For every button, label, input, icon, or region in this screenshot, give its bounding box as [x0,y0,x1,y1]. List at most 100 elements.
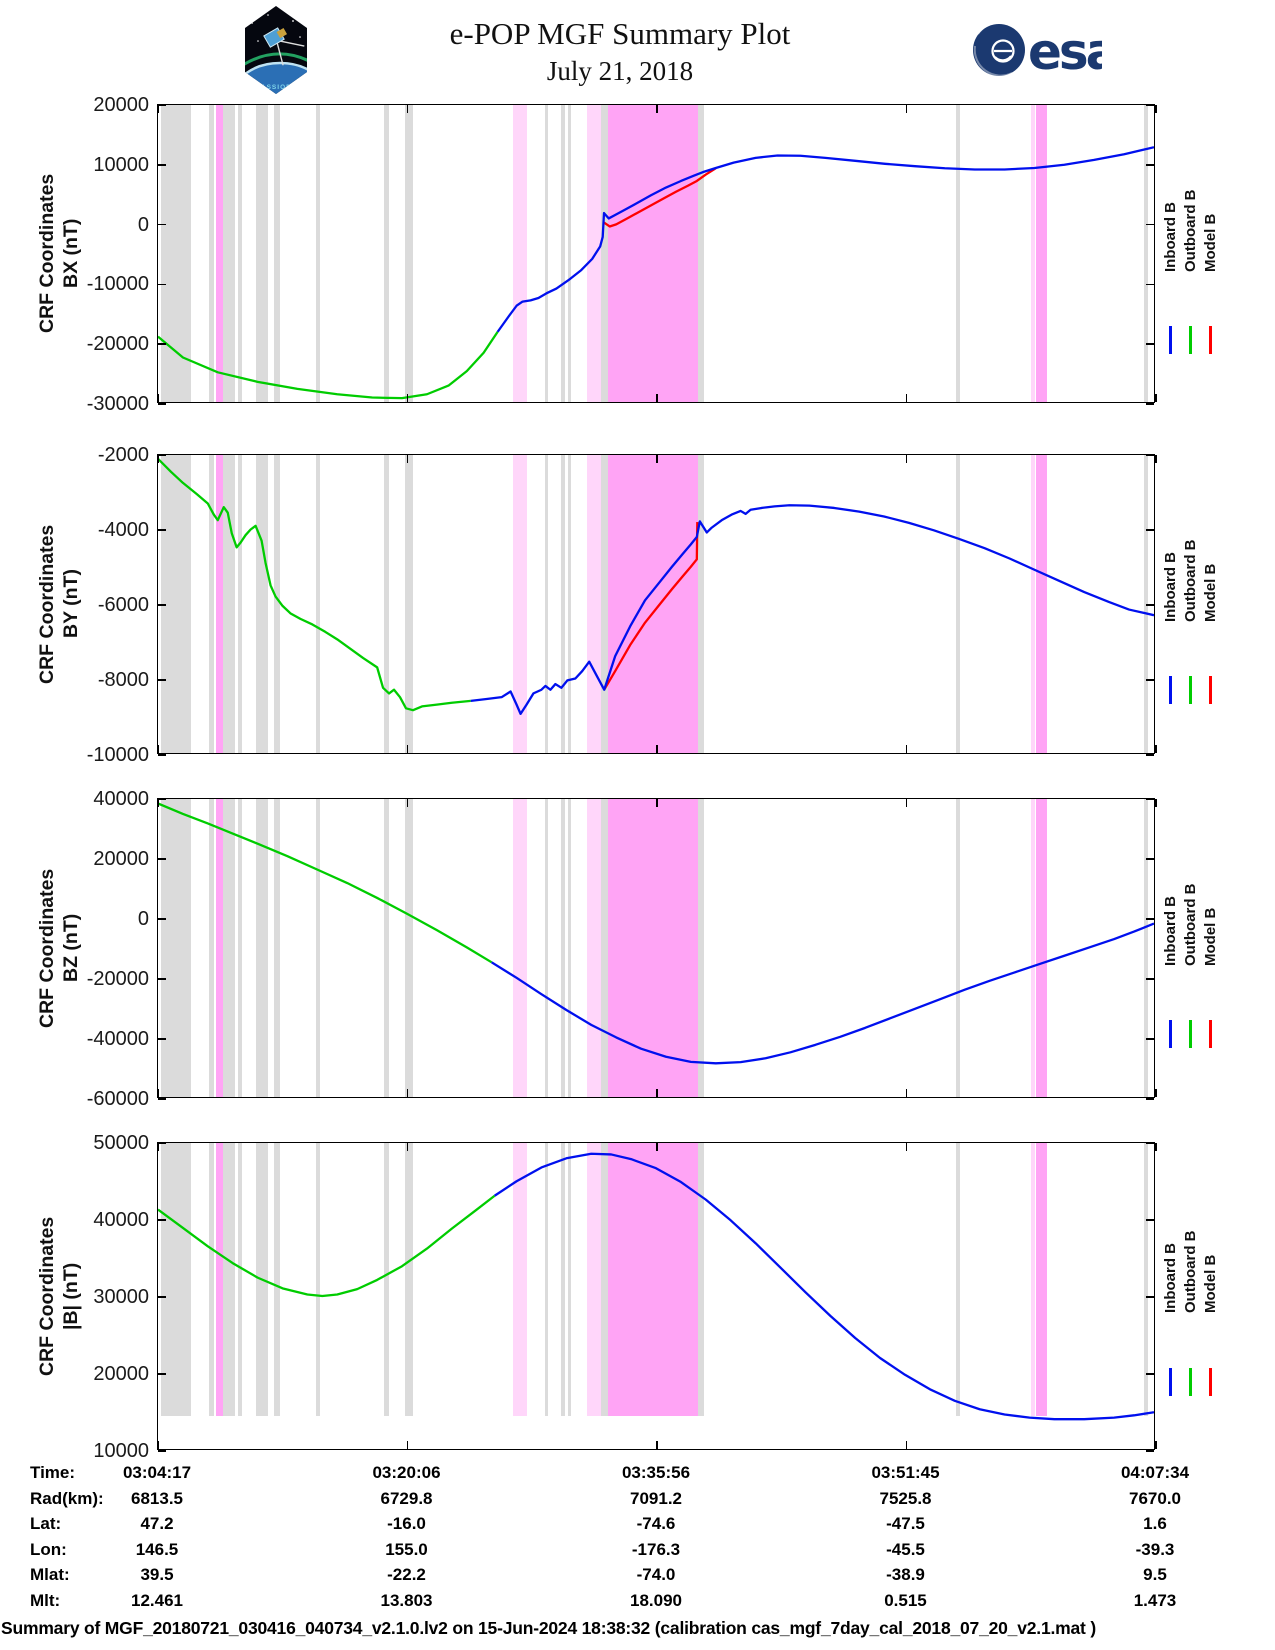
y-tick-mark [1146,918,1154,920]
footer-cell: 12.461 [131,1590,183,1610]
footer-table-row: Mlat: 39.5 -22.2 -74.0 -38.9 9.5 [0,1565,1275,1589]
curve-inboard-bx [496,146,1154,333]
y-tick-label: 40000 [93,788,149,810]
x-tick-mark [1155,1143,1157,1151]
footer-row-label: Lat: [30,1514,62,1533]
curve-inboard-bz [491,922,1154,1065]
y-tick-label: -20000 [86,333,149,356]
x-tick-mark [157,1143,159,1151]
footer-table-row: Time: 03:04:17 03:20:06 03:35:56 03:51:45 04:… [0,1463,1275,1487]
footer-cell: -22.2 [387,1565,426,1584]
page-title: e-POP MGF Summary Plot [449,16,791,51]
legend-by: Inboard B Outboard B Model B [1162,496,1232,704]
footer-cell: 6813.5 [131,1488,183,1508]
x-tick-mark [406,1143,409,1151]
shaded-band-magenta_pale [1031,799,1036,1097]
legend-label-outboard: Outboard B [1182,1230,1199,1314]
footer-cell: -74.0 [636,1565,676,1584]
shaded-band-gray [273,1143,280,1416]
legend-swatch-outboard [1182,676,1199,704]
shaded-band-gray [161,1143,191,1416]
y-tick-mark [1146,1098,1154,1100]
footer-cell: 18.090 [630,1590,682,1610]
curve-model-bx [603,167,717,228]
footer-row-label: Time: [30,1463,76,1482]
curves-bx [158,146,1154,400]
legend-bz: Inboard B Outboard B Model B [1162,840,1232,1048]
x-tick-mark [1155,455,1157,463]
shaded-band-gray [383,455,389,753]
x-tick-mark [406,394,409,402]
y-tick-mark [158,978,166,980]
x-tick-mark [157,394,159,402]
y-tick-mark [1146,1142,1154,1144]
y-tick-mark [1146,1450,1154,1452]
shaded-band-gray [255,799,268,1097]
shaded-band-gray [315,799,320,1097]
shaded-band-gray [568,455,572,753]
x-tick-mark [406,745,409,753]
legend-labels: Inboard B Outboard B Model B [1162,496,1232,623]
legend-label-outboard: Outboard B [1182,189,1199,273]
shaded-band-magenta [1036,799,1048,1097]
shaded-band-magenta [1036,1143,1048,1416]
y-tick-label: 10000 [93,153,149,176]
x-tick-mark [656,105,658,113]
curves-by [158,457,1154,716]
x-tick-mark [1155,1089,1157,1097]
x-tick-mark [905,745,908,753]
y-tick-mark [1146,454,1154,456]
y-tick-mark [1146,798,1154,800]
footer-cell: 1.473 [1133,1590,1177,1610]
shaded-band-gray [697,1143,704,1416]
footer-cell: 9.5 [1143,1565,1167,1584]
x-tick-mark [157,1441,159,1449]
x-tick-mark [157,105,159,113]
footer-cell: 47.2 [140,1514,174,1533]
footer-cell: 155.0 [385,1539,428,1559]
footer-cell: 39.5 [140,1565,174,1584]
footer-cell: 7091.2 [630,1488,682,1508]
x-tick-mark [905,105,908,113]
y-tick-mark [1146,1373,1154,1375]
y-axis-label-bx: CRF Coordinates BX (nT) [36,173,83,334]
y-tick-mark [158,1038,166,1040]
y-tick-mark [1146,1219,1154,1221]
y-axis-label-babs: CRF Coordinates |B| (nT) [36,1216,83,1376]
legend-label-model: Model B [1202,907,1219,966]
legend-swatch-inboard [1162,1368,1179,1396]
y-tick-label: -4000 [97,519,149,541]
shaded-band-gray [568,1143,572,1416]
shaded-band-magenta_pale [513,105,528,402]
shaded-band-gray [315,105,320,402]
shaded-band-gray [561,105,566,402]
shaded-band-gray [237,105,242,402]
x-tick-mark [406,799,409,807]
panel-babs: 50000 40000 30000 20000 10000 CRF Coordinates… [36,1132,1157,1462]
legend-label-inboard: Inboard B [1162,896,1179,966]
y-tick-mark [158,283,166,286]
shaded-band-gray [222,105,235,402]
shaded-band-gray [1144,1143,1148,1416]
footer-cell: 13.803 [380,1590,433,1610]
y-tick-label: 20000 [93,1363,149,1385]
panel-bz: 40000 20000 0 -20000 -40000 -60000 CRF Coordin… [36,788,1157,1110]
y-tick-label: 50000 [93,1132,149,1154]
legend-labels: Inboard B Outboard B Model B [1162,146,1232,273]
shaded-band-magenta [608,105,698,402]
shaded-band-gray [237,455,242,753]
legend-swatch-outboard [1182,326,1199,354]
footer-cell: -47.5 [886,1514,925,1533]
legend-label-inboard: Inboard B [1162,202,1179,272]
shaded-band-gray [255,105,268,402]
shaded-band-gray [273,799,280,1097]
patch-label: CASSIOPE [255,84,297,91]
shaded-band-gray [161,799,191,1097]
legend-swatches [1162,676,1232,704]
shaded-band-magenta [215,455,223,753]
curve-outboard-bx [158,331,499,400]
shaded-band-gray [956,455,961,753]
legend-swatch-outboard [1182,1020,1199,1048]
shaded-band-magenta [608,799,698,1097]
